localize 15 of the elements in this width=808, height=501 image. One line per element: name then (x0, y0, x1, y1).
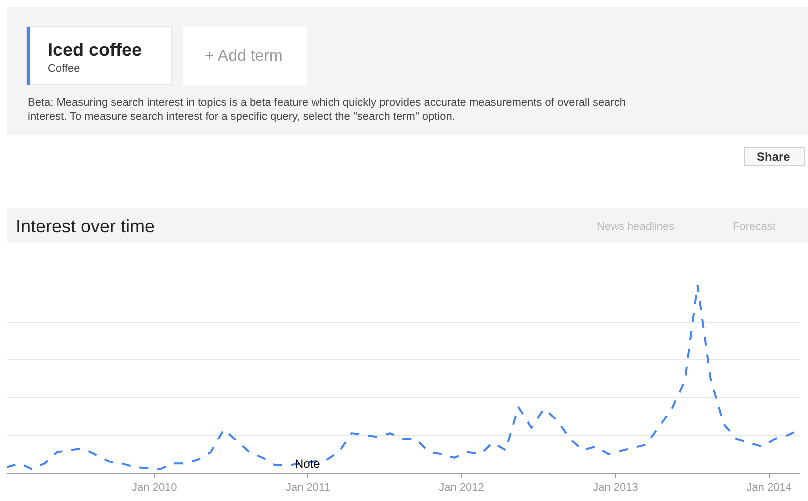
text: News headlines (597, 221, 676, 233)
x-tick-label: Jan 2010 (132, 482, 178, 494)
text: interest. To measure search interest for a specific query, select the "search term" option. (28, 111, 456, 123)
text: Iced coffee (48, 40, 142, 60)
text: Share (757, 150, 791, 164)
annotation: Note (295, 457, 321, 471)
text: + Add term (205, 48, 283, 65)
x-tick-label: Jan 2013 (593, 482, 638, 494)
x-tick-label: Jan 2014 (746, 482, 792, 494)
x-tick-label: Jan 2011 (286, 482, 330, 494)
text: Coffee (48, 63, 80, 75)
text: Forecast (733, 221, 776, 233)
chart-title: Interest over time (16, 216, 156, 236)
x-tick-label: Jan 2012 (439, 482, 484, 494)
text: Beta: Measuring search interest in topics is a beta feature which quickly provides accurate measurements of overall search (28, 97, 626, 109)
